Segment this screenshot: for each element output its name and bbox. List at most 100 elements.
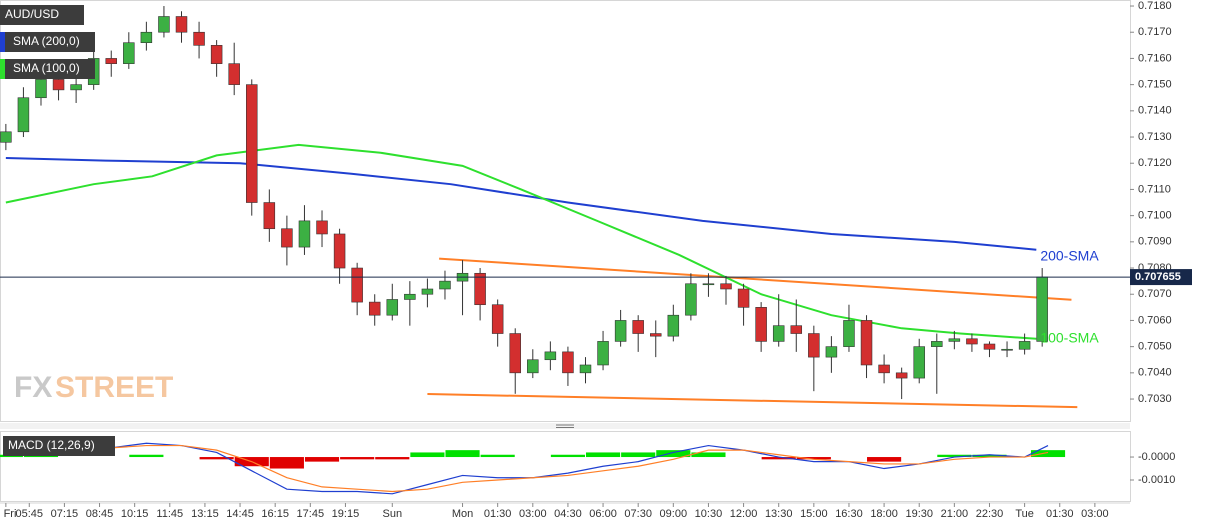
x-tick-label: 16:15 [261,508,289,520]
macd-histogram-bar [304,457,340,462]
x-tick-label: 07:15 [51,508,79,520]
macd-histogram-bar [621,452,656,458]
candle-body [825,346,838,358]
candle-body [579,364,592,374]
candle-body [386,299,399,316]
macd-y-tick-label: -0.0000 [1138,451,1175,463]
macd-histogram-bar [585,452,621,458]
candle-body [790,325,803,334]
y-tick-label: 0.7140 [1138,105,1172,117]
candle-body [948,338,961,342]
watermark: STREET [55,371,173,404]
sma-annotation: 100-SMA [1040,329,1099,345]
x-tick-label: 13:15 [191,508,219,520]
legend-box[interactable] [0,59,95,79]
y-tick-label: 0.7100 [1138,210,1172,222]
price-panel-frame [0,0,1131,422]
x-tick-label: 14:45 [226,508,254,520]
macd-histogram-bar [691,452,726,458]
y-tick-label: 0.7150 [1138,79,1172,91]
current-price-label: 0.707655 [1135,271,1181,283]
symbol-label: AUD/USD [5,7,59,21]
legend-swatch [0,59,5,79]
macd-histogram-bar [445,450,480,458]
macd-histogram-bar [340,457,375,460]
y-tick-label: 0.7130 [1138,131,1172,143]
candle-body [772,325,785,342]
x-tick-label: 11:45 [156,508,183,520]
candle-body [895,372,908,379]
candle-body [1001,348,1013,351]
candle-body [808,333,820,358]
x-tick-label: 21:00 [941,508,969,520]
candle-body [685,283,697,316]
candle-body [368,301,381,316]
trendline [439,257,1072,301]
candle-body [650,333,662,337]
x-tick-label: 07:30 [624,508,652,520]
x-tick-label: 08:45 [86,508,114,520]
candle-body [123,42,135,64]
candle-body [597,341,609,366]
candle-body [737,288,750,308]
signal-line [5,444,1049,493]
legend-box[interactable] [0,32,95,52]
x-tick-label: 12:00 [730,508,758,520]
x-tick-label: 16:30 [835,508,863,520]
macd-histogram-bar [375,457,410,460]
y-tick-label: 0.7030 [1138,393,1172,405]
candle-body [632,320,644,334]
x-tick-label: 17:45 [297,508,325,520]
x-tick-label: Sun [382,508,402,520]
candle-body [263,202,276,230]
candle-body [755,307,767,342]
candle-body [158,16,170,33]
candle-body [878,364,890,374]
candle-body [860,320,873,366]
candle-body [140,31,153,44]
symbol-box [0,5,84,25]
x-tick-label: 04:30 [554,508,582,520]
candle-body [1018,341,1031,350]
x-tick-label: 10:30 [695,508,723,520]
candle-body [351,267,363,303]
candle-body [35,79,47,99]
candle-body [316,220,328,235]
y-tick-label: 0.7120 [1138,157,1172,169]
y-tick-label: 0.7070 [1138,288,1172,300]
macd-histogram-bar [199,457,234,460]
candle-body [421,288,434,295]
macd-histogram-bar [550,454,585,458]
candle-body [17,97,30,133]
candle-body [70,84,82,91]
y-tick-label: 0.7160 [1138,52,1172,64]
y-tick-label: 0.7170 [1138,26,1172,38]
legend-swatch [0,32,5,52]
macd-histogram-bar [1030,450,1066,458]
trendline [427,393,1078,409]
x-tick-label: 15:00 [800,508,828,520]
candle-body [175,16,188,33]
candle-body [509,333,521,374]
candle-body [913,346,925,379]
candle-body [404,293,416,300]
x-tick-label: Fri [4,508,17,520]
x-tick-label: 01:30 [1046,508,1074,520]
candle-body [843,320,855,347]
x-tick-label: 03:00 [1081,508,1109,520]
panel-separator[interactable] [0,423,1130,429]
candle-body [193,31,205,46]
y-tick-label: 0.7110 [1138,183,1171,195]
macd-histogram-bar [269,457,304,469]
x-tick-label: 13:30 [765,508,793,520]
macd-histogram-bar [656,450,691,458]
candle-body [702,283,715,286]
x-tick-label: 18:00 [870,508,898,520]
y-tick-label: 0.7180 [1138,0,1172,12]
legend-label: SMA (200,0) [13,34,80,48]
candle-body [281,228,293,248]
x-tick-label: 09:00 [660,508,688,520]
macd-histogram-bar [937,454,972,458]
